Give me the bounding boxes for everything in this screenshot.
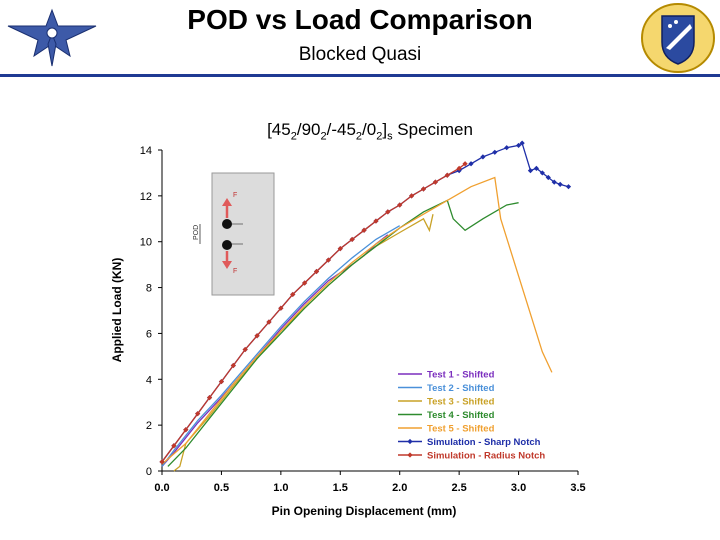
x-tick-label: 1.5 [333, 482, 348, 494]
chart-axes: 0.0 0.5 1.0 1.5 2.0 2.5 3.0 3.5 0 2 4 6 8 10 12 14 [140, 145, 586, 494]
inset-force-bottom-label: F [233, 268, 237, 275]
x-tick-label: 3.5 [570, 482, 585, 494]
data-point [230, 362, 236, 369]
legend-label: Simulation - Sharp Notch [427, 437, 541, 448]
page-title: POD vs Load Comparison [187, 4, 533, 35]
series-2 [161, 225, 401, 467]
y-tick-label: 4 [146, 374, 152, 386]
data-point [420, 186, 427, 192]
data-point [361, 227, 367, 233]
data-point [515, 142, 522, 149]
chart-series [159, 140, 572, 472]
data-point [337, 245, 343, 252]
legend-label: Test 5 - Shifted [427, 424, 495, 435]
series-5 [161, 176, 553, 465]
data-point [206, 395, 213, 401]
legend-label: Simulation - Radius Notch [427, 451, 545, 462]
chart-title: [452/902/-452/02]s Specimen [267, 120, 473, 143]
chart-legend: Test 1 - Shifted Test 2 - Shifted Test 3 -… [398, 370, 545, 462]
data-point [325, 257, 331, 263]
data-point [432, 179, 438, 185]
data-point [313, 268, 320, 275]
data-point [159, 459, 165, 465]
data-point [397, 202, 403, 208]
data-point [539, 170, 545, 176]
x-tick-label: 2.5 [451, 482, 466, 494]
data-point [302, 280, 308, 286]
data-point [266, 319, 272, 325]
y-tick-label: 10 [140, 237, 152, 249]
data-point [218, 378, 225, 385]
data-point [519, 140, 525, 146]
data-point [456, 165, 462, 171]
inset-force-top-label: F [233, 192, 237, 199]
data-point [409, 193, 415, 199]
y-tick-label: 6 [146, 328, 152, 340]
y-axis-label: Applied Load (KN) [110, 258, 124, 363]
series-4 [167, 199, 519, 467]
legend-marker [407, 452, 413, 458]
data-point [504, 145, 510, 151]
data-point [385, 209, 391, 215]
data-point [527, 168, 534, 174]
data-point [171, 443, 177, 449]
x-tick-label: 0.5 [214, 482, 229, 494]
x-tick-label: 3.0 [511, 482, 526, 494]
air-force-logo [7, 8, 97, 67]
specimen-inset: F F POD [193, 172, 275, 296]
command-shield-logo [641, 3, 715, 73]
data-point [195, 411, 201, 417]
inset-pod-label: POD [193, 225, 200, 240]
legend-label: Test 1 - Shifted [427, 370, 495, 381]
header-divider [0, 74, 720, 77]
x-tick-label: 0.0 [154, 482, 169, 494]
series-7 [159, 161, 468, 465]
data-point [492, 149, 498, 155]
data-point [480, 154, 486, 160]
data-point [254, 333, 260, 339]
series-line [167, 199, 519, 467]
legend-label: Test 2 - Shifted [427, 383, 495, 394]
data-point [278, 305, 284, 311]
data-point [349, 236, 355, 243]
legend-marker [407, 438, 413, 445]
y-tick-label: 14 [140, 145, 152, 157]
data-point [545, 174, 551, 181]
data-point [551, 179, 557, 185]
data-point [373, 218, 379, 224]
x-tick-label: 1.0 [273, 482, 288, 494]
data-point [462, 161, 468, 167]
data-point [565, 184, 572, 190]
data-point [533, 165, 539, 171]
x-tick-label: 2.0 [392, 482, 407, 494]
series-line [161, 176, 553, 465]
data-point [290, 291, 296, 298]
y-tick-label: 12 [140, 191, 152, 203]
data-point [183, 427, 189, 433]
legend-label: Test 4 - Shifted [427, 410, 495, 421]
series-line [161, 225, 401, 467]
data-point [242, 346, 248, 353]
y-tick-label: 8 [146, 283, 152, 295]
data-point [557, 181, 563, 187]
x-axis-label: Pin Opening Displacement (mm) [272, 504, 457, 518]
data-point [444, 172, 450, 178]
y-tick-label: 2 [146, 420, 152, 432]
page-subtitle: Blocked Quasi [298, 44, 422, 65]
y-tick-label: 0 [146, 466, 152, 478]
data-point [468, 161, 474, 167]
legend-label: Test 3 - Shifted [427, 397, 495, 408]
